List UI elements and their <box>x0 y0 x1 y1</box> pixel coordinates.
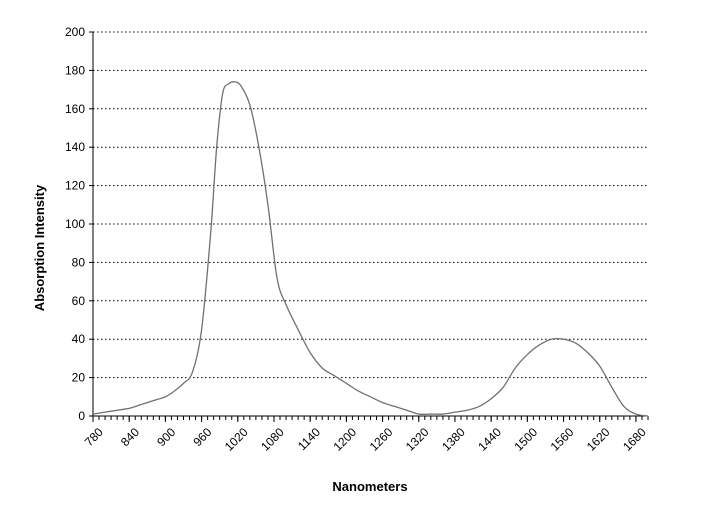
x-tick-label-780: 780 <box>82 425 106 449</box>
x-tick-label-1500: 1500 <box>511 425 540 454</box>
x-tick-label-1140: 1140 <box>295 425 323 453</box>
x-tick-label-1200: 1200 <box>330 425 359 454</box>
y-tick-label-40: 40 <box>72 332 86 346</box>
y-tick-label-100: 100 <box>65 217 85 231</box>
x-tick-label-960: 960 <box>190 425 214 449</box>
y-tick-label-80: 80 <box>72 255 86 269</box>
x-tick-label-1020: 1020 <box>222 425 251 454</box>
y-tick-label-60: 60 <box>72 294 86 308</box>
x-tick-label-1440: 1440 <box>475 425 504 454</box>
x-tick-label-1260: 1260 <box>367 425 396 454</box>
series-line-0 <box>92 81 649 417</box>
x-tick-label-1680: 1680 <box>620 425 649 454</box>
y-tick-label-120: 120 <box>65 179 85 193</box>
x-tick-label-1320: 1320 <box>403 425 432 454</box>
x-axis-title: Nanometers <box>332 479 407 494</box>
series-layer <box>92 81 649 417</box>
y-tick-label-180: 180 <box>65 63 85 77</box>
y-tick-label-160: 160 <box>65 102 85 116</box>
x-tick-label-1560: 1560 <box>548 425 577 454</box>
grid <box>93 31 648 379</box>
y-tick-label-200: 200 <box>65 25 85 39</box>
x-tick-label-1620: 1620 <box>584 425 613 454</box>
x-tick-label-900: 900 <box>154 425 178 449</box>
y-tick-label-0: 0 <box>78 409 85 423</box>
y-axis-title: Absorption Intensity <box>32 184 47 311</box>
y-tick-label-140: 140 <box>65 140 85 154</box>
x-tick-label-1080: 1080 <box>258 425 287 454</box>
y-tick-label-20: 20 <box>72 371 86 385</box>
x-tick-label-1380: 1380 <box>439 425 468 454</box>
x-tick-label-840: 840 <box>118 425 142 449</box>
